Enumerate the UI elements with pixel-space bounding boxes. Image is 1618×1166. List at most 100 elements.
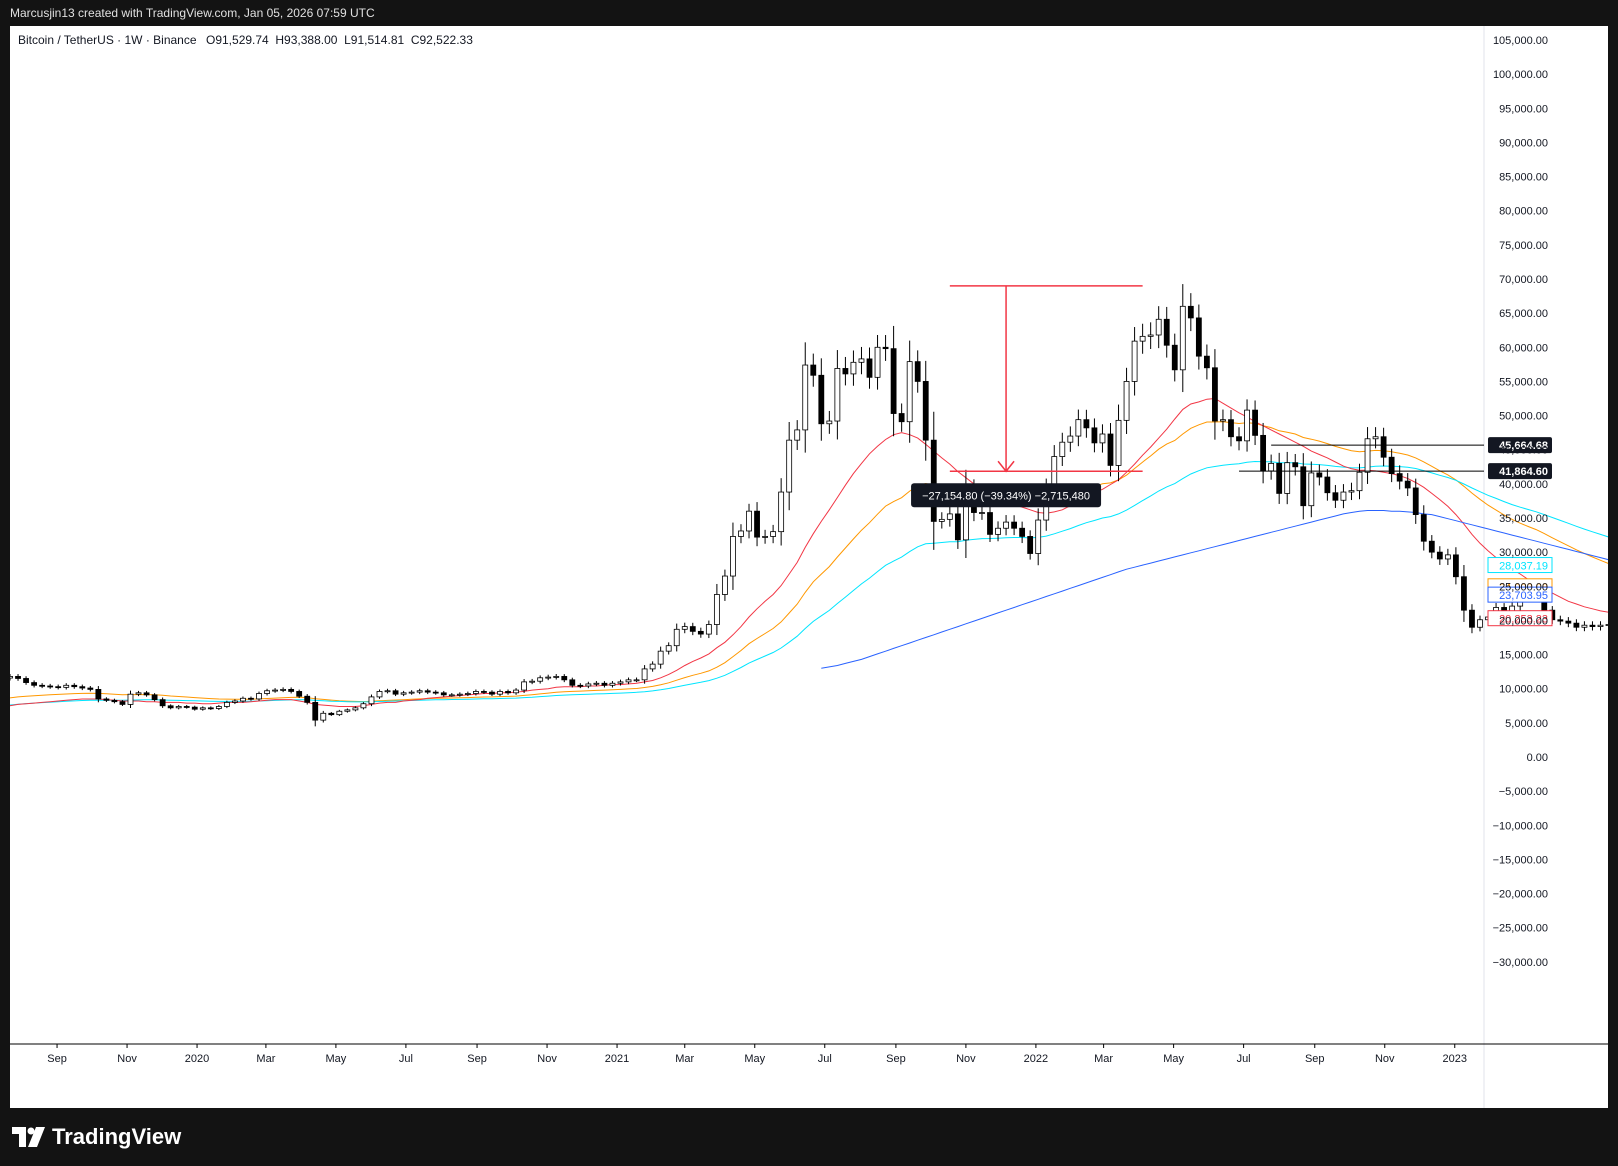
candle-body	[665, 645, 672, 652]
candle-body	[1027, 536, 1034, 554]
candle-body	[1356, 471, 1363, 492]
candle-body	[1300, 466, 1307, 507]
y-tick-label: −10,000.00	[1493, 820, 1548, 832]
candle-body	[987, 512, 993, 535]
measure-arrow-icon	[997, 460, 1015, 473]
candle-body	[914, 361, 921, 382]
candle-body	[810, 364, 817, 376]
candle-body	[890, 348, 897, 414]
y-tick-label: −15,000.00	[1493, 854, 1548, 866]
candle-body	[143, 692, 150, 696]
candle-body	[248, 697, 254, 700]
candle-body	[456, 693, 463, 696]
level-price-tag	[1488, 463, 1552, 480]
candle-body	[79, 686, 86, 689]
candle-body	[1268, 462, 1275, 472]
y-tick-label: 100,000.00	[1493, 69, 1548, 81]
price-axis[interactable]: 105,000.00 100,000.00 95,000.00 90,000.00 85…	[1493, 35, 1548, 969]
candle-body	[1212, 367, 1218, 422]
candle-body	[681, 626, 688, 630]
candle-body	[1147, 334, 1154, 337]
candle-body	[223, 701, 230, 707]
x-tick-label: Sep	[1305, 1053, 1325, 1065]
candle-body	[240, 697, 246, 702]
y-tick-label: 60,000.00	[1499, 342, 1548, 354]
x-tick-label: 2021	[605, 1053, 629, 1065]
candle-body	[1011, 521, 1017, 529]
candle-body	[954, 513, 961, 541]
sma-blue-line	[821, 510, 1618, 669]
x-tick-label: Nov	[956, 1053, 976, 1065]
candle-body	[408, 691, 415, 694]
candle-body	[1477, 619, 1483, 628]
candle-body	[473, 691, 479, 694]
candle-body	[71, 684, 78, 688]
candle-body	[448, 694, 455, 697]
x-tick-label: Nov	[537, 1053, 557, 1065]
measure-label-box	[911, 483, 1102, 508]
candle-body	[657, 650, 664, 665]
candle-body	[1557, 619, 1564, 622]
x-tick-label: Jul	[818, 1053, 832, 1065]
candle-body	[1589, 624, 1596, 627]
tradingview-logo-icon	[12, 1127, 45, 1147]
candle-body	[63, 684, 70, 688]
tradingview-logo[interactable]: TradingView	[12, 1124, 181, 1150]
candle-body	[392, 690, 399, 695]
candle-body	[946, 513, 953, 520]
candle-body	[368, 696, 375, 705]
candle-body	[440, 692, 447, 696]
candle-body	[906, 361, 913, 423]
candle-body	[199, 707, 206, 710]
candle-body	[207, 707, 214, 710]
x-tick-label: Sep	[886, 1053, 906, 1065]
x-tick-label: 2022	[1024, 1053, 1048, 1065]
indicator-price-tag	[1487, 557, 1553, 574]
candle-body	[979, 512, 985, 514]
candle-body	[1404, 480, 1411, 489]
y-tick-label: 0.00	[1527, 752, 1548, 764]
price-chart[interactable]: 45,664.6841,864.6028,037.1924,923.9823,7…	[7, 26, 1618, 1108]
measure-label-text: −27,154.80 (−39.34%) −2,715,480	[922, 490, 1090, 502]
indicator-price-tag	[1487, 610, 1553, 627]
candle-body	[866, 358, 873, 378]
candle-body	[561, 676, 568, 681]
candle-body	[922, 381, 929, 441]
candle-body	[553, 676, 560, 678]
candle-body	[264, 690, 270, 694]
candle-body	[135, 692, 142, 695]
candle-body	[23, 678, 29, 683]
candle-body	[1195, 317, 1202, 357]
y-tick-label: 95,000.00	[1499, 103, 1548, 115]
candle-body	[689, 626, 696, 632]
candlesticks	[7, 284, 1618, 727]
candle-body	[47, 685, 54, 688]
candle-body	[183, 706, 190, 708]
time-axis[interactable]: Sep Nov 2020 Mar May Jul Sep Nov 2021 Mar May Jul Se…	[47, 1044, 1467, 1065]
candle-body	[360, 703, 367, 709]
level-price-label: 45,664.68	[1499, 440, 1548, 452]
candle-body	[1163, 318, 1170, 346]
y-tick-label: 70,000.00	[1499, 274, 1548, 286]
candle-body	[545, 676, 552, 679]
candle-body	[215, 706, 222, 709]
x-tick-label: Sep	[47, 1053, 67, 1065]
candle-body	[1099, 433, 1106, 444]
candle-body	[1155, 318, 1162, 336]
candle-body	[1115, 419, 1122, 466]
y-tick-label: 20,000.00	[1499, 615, 1548, 627]
level-price-label: 41,864.60	[1499, 466, 1548, 478]
candle-body	[1340, 491, 1347, 501]
candle-body	[304, 695, 311, 703]
candle-body	[705, 624, 712, 635]
candle-body	[31, 682, 37, 686]
candle-body	[794, 429, 801, 441]
chart-frame[interactable]: 45,664.6841,864.6028,037.1924,923.9823,7…	[7, 26, 1618, 1108]
overlays: 45,664.6841,864.6028,037.1924,923.9823,7…	[911, 285, 1553, 627]
x-tick-label: Nov	[1375, 1053, 1395, 1065]
candle-body	[127, 693, 134, 705]
y-tick-label: 85,000.00	[1499, 172, 1548, 184]
candle-body	[1605, 624, 1612, 626]
candle-body	[1428, 540, 1435, 553]
candle-body	[537, 677, 544, 682]
